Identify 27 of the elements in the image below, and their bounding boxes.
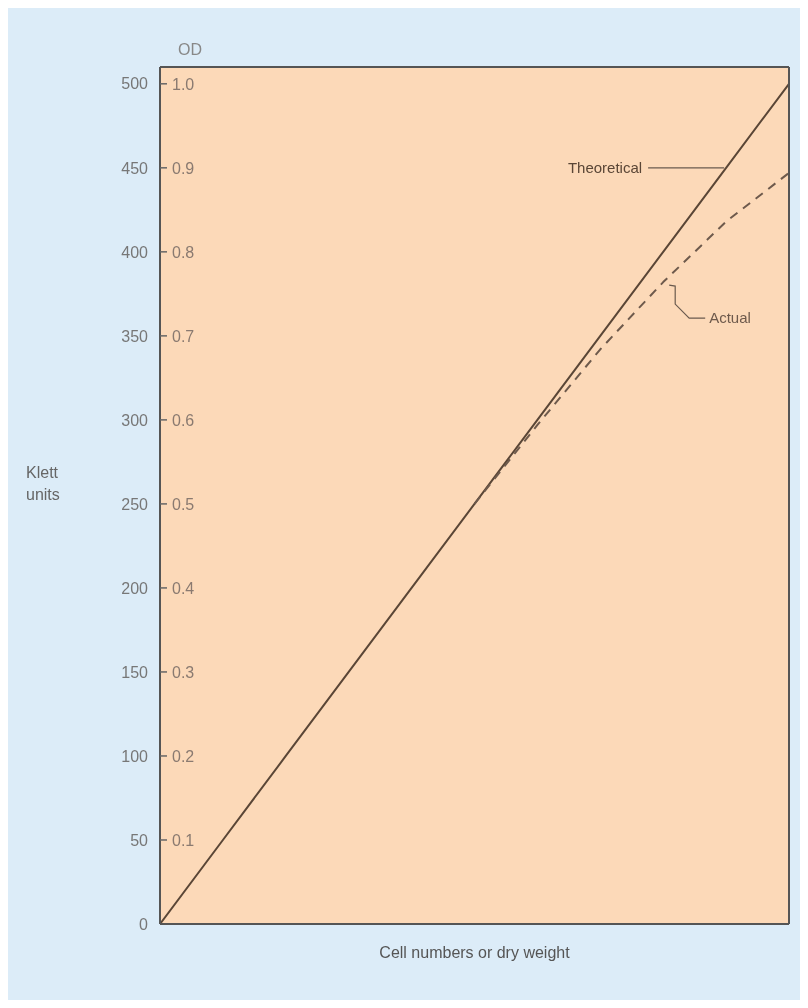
y2-tick-label: 1.0 [172, 75, 195, 93]
y-tick-label: 350 [121, 327, 149, 345]
y2-tick-label: 0.3 [172, 663, 195, 681]
y-tick-label: 450 [121, 159, 149, 177]
text: Actual [709, 309, 751, 327]
y-axis-title: Klett units [26, 463, 60, 503]
y-tick-label: 250 [121, 495, 149, 513]
y2-tick-label: 0.8 [172, 243, 195, 261]
y2-tick-label: 0.4 [172, 579, 195, 597]
y-tick-label: 200 [121, 579, 149, 597]
y-tick-label: 0 [139, 915, 149, 933]
y-tick-label: 400 [121, 243, 149, 261]
y-tick-label: 150 [121, 663, 149, 681]
y2-axis-title: OD [178, 41, 202, 58]
y2-tick-label: 0.1 [172, 831, 195, 849]
y-tick-label: 300 [121, 411, 149, 429]
y-tick-label: 500 [121, 75, 149, 93]
y2-tick-label: 0.9 [172, 159, 195, 177]
x-axis-title: Cell numbers or dry weight [379, 944, 571, 961]
y-tick-label: 50 [130, 831, 149, 849]
y2-tick-label: 0.5 [172, 495, 195, 513]
y-tick-label: 100 [121, 747, 149, 765]
line-series [473, 171, 790, 505]
text: Theoretical [567, 158, 643, 176]
y2-tick-label: 0.7 [172, 327, 195, 345]
y2-tick-label: 0.6 [172, 411, 195, 429]
y2-tick-label: 0.2 [172, 747, 195, 765]
